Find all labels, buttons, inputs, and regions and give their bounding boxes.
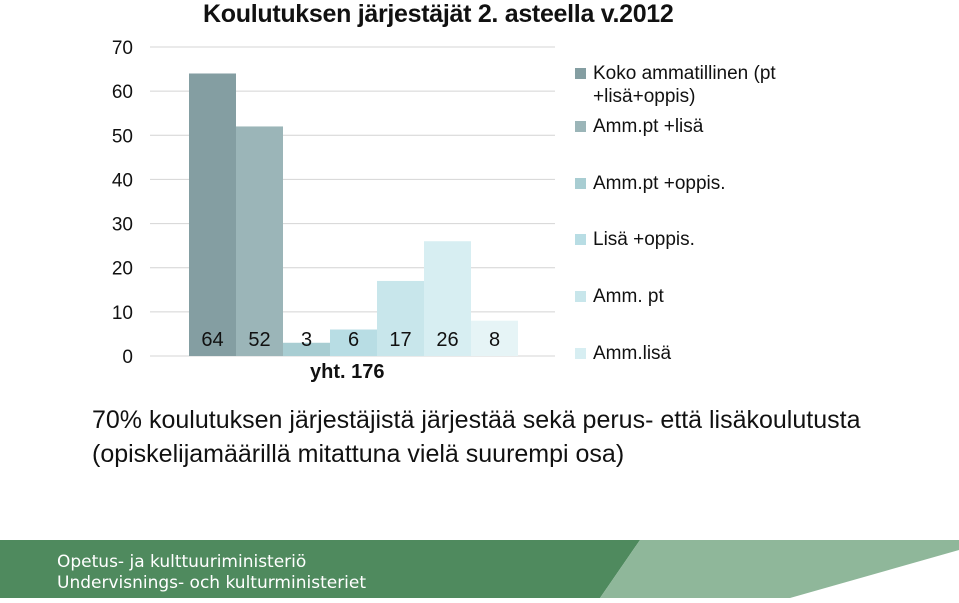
- y-tick-label: 10: [112, 303, 133, 324]
- data-labels: 64 52 3 6 17 26 8: [201, 329, 500, 351]
- legend-label: Amm.pt +oppis.: [593, 173, 726, 194]
- legend-item: Lisä +oppis.: [575, 228, 823, 251]
- legend-swatch: [575, 68, 586, 79]
- legend-label: Amm.lisä: [593, 343, 672, 364]
- bar: [283, 342, 330, 356]
- y-tick-label: 30: [112, 215, 133, 236]
- legend-label: Koko ammatillinen (pt +lisä+oppis): [593, 63, 776, 107]
- legend-swatch: [575, 291, 586, 302]
- bar: [377, 280, 424, 356]
- total-label: yht. 176: [310, 361, 384, 383]
- data-label: 3: [301, 329, 312, 351]
- legend-item: Koko ammatillinen (pt +lisä+oppis): [575, 62, 823, 108]
- footer-light-band: [600, 540, 959, 598]
- legend-item: Amm.lisä: [575, 342, 823, 365]
- legend-label: Amm. pt: [593, 286, 664, 307]
- y-tick-label: 70: [112, 38, 133, 59]
- y-tick-label: 0: [122, 347, 133, 368]
- y-tick-label: 60: [112, 82, 133, 103]
- footer-dark-band: [0, 540, 640, 598]
- data-label: 26: [436, 329, 458, 351]
- bar: [189, 73, 236, 356]
- footer-background: [0, 540, 959, 598]
- data-label: 17: [389, 329, 411, 351]
- ministry-name-finnish: Opetus- ja kulttuuriministeriö: [57, 552, 307, 572]
- data-label: 52: [248, 329, 270, 351]
- legend-label: Lisä +oppis.: [593, 229, 695, 250]
- bar: [424, 241, 471, 356]
- y-axis-ticks: 0 10 20 30 40 50 60 70: [112, 38, 133, 368]
- bar: [330, 329, 377, 356]
- legend-swatch: [575, 178, 586, 189]
- legend-label: Amm.pt +lisä: [593, 116, 704, 137]
- caption-text: 70% koulutuksen järjestäjistä järjestää …: [92, 406, 861, 468]
- legend-swatch: [575, 234, 586, 245]
- bar-chart: 0 10 20 30 40 50 60 70 64 52 3 6 17 26 8 yht. 176: [112, 38, 555, 383]
- ministry-name-swedish: Undervisnings- och kulturministeriet: [57, 573, 367, 593]
- data-label: 64: [201, 329, 223, 351]
- y-tick-label: 40: [112, 170, 133, 191]
- legend-item: Amm.pt +oppis.: [575, 172, 823, 195]
- bar: [236, 126, 283, 356]
- legend-item: Amm. pt: [575, 285, 823, 308]
- legend-swatch: [575, 348, 586, 359]
- y-tick-label: 20: [112, 259, 133, 280]
- data-label: 6: [348, 329, 359, 351]
- bar: [471, 320, 518, 356]
- data-label: 8: [489, 329, 500, 351]
- legend-item: Amm.pt +lisä: [575, 115, 823, 138]
- chart-title: Koulutuksen järjestäjät 2. asteella v.20…: [203, 0, 674, 28]
- legend-swatch: [575, 121, 586, 132]
- bars: [189, 73, 518, 356]
- footer-band: Opetus- ja kulttuuriministeriö Undervisn…: [0, 540, 959, 598]
- y-tick-label: 50: [112, 126, 133, 147]
